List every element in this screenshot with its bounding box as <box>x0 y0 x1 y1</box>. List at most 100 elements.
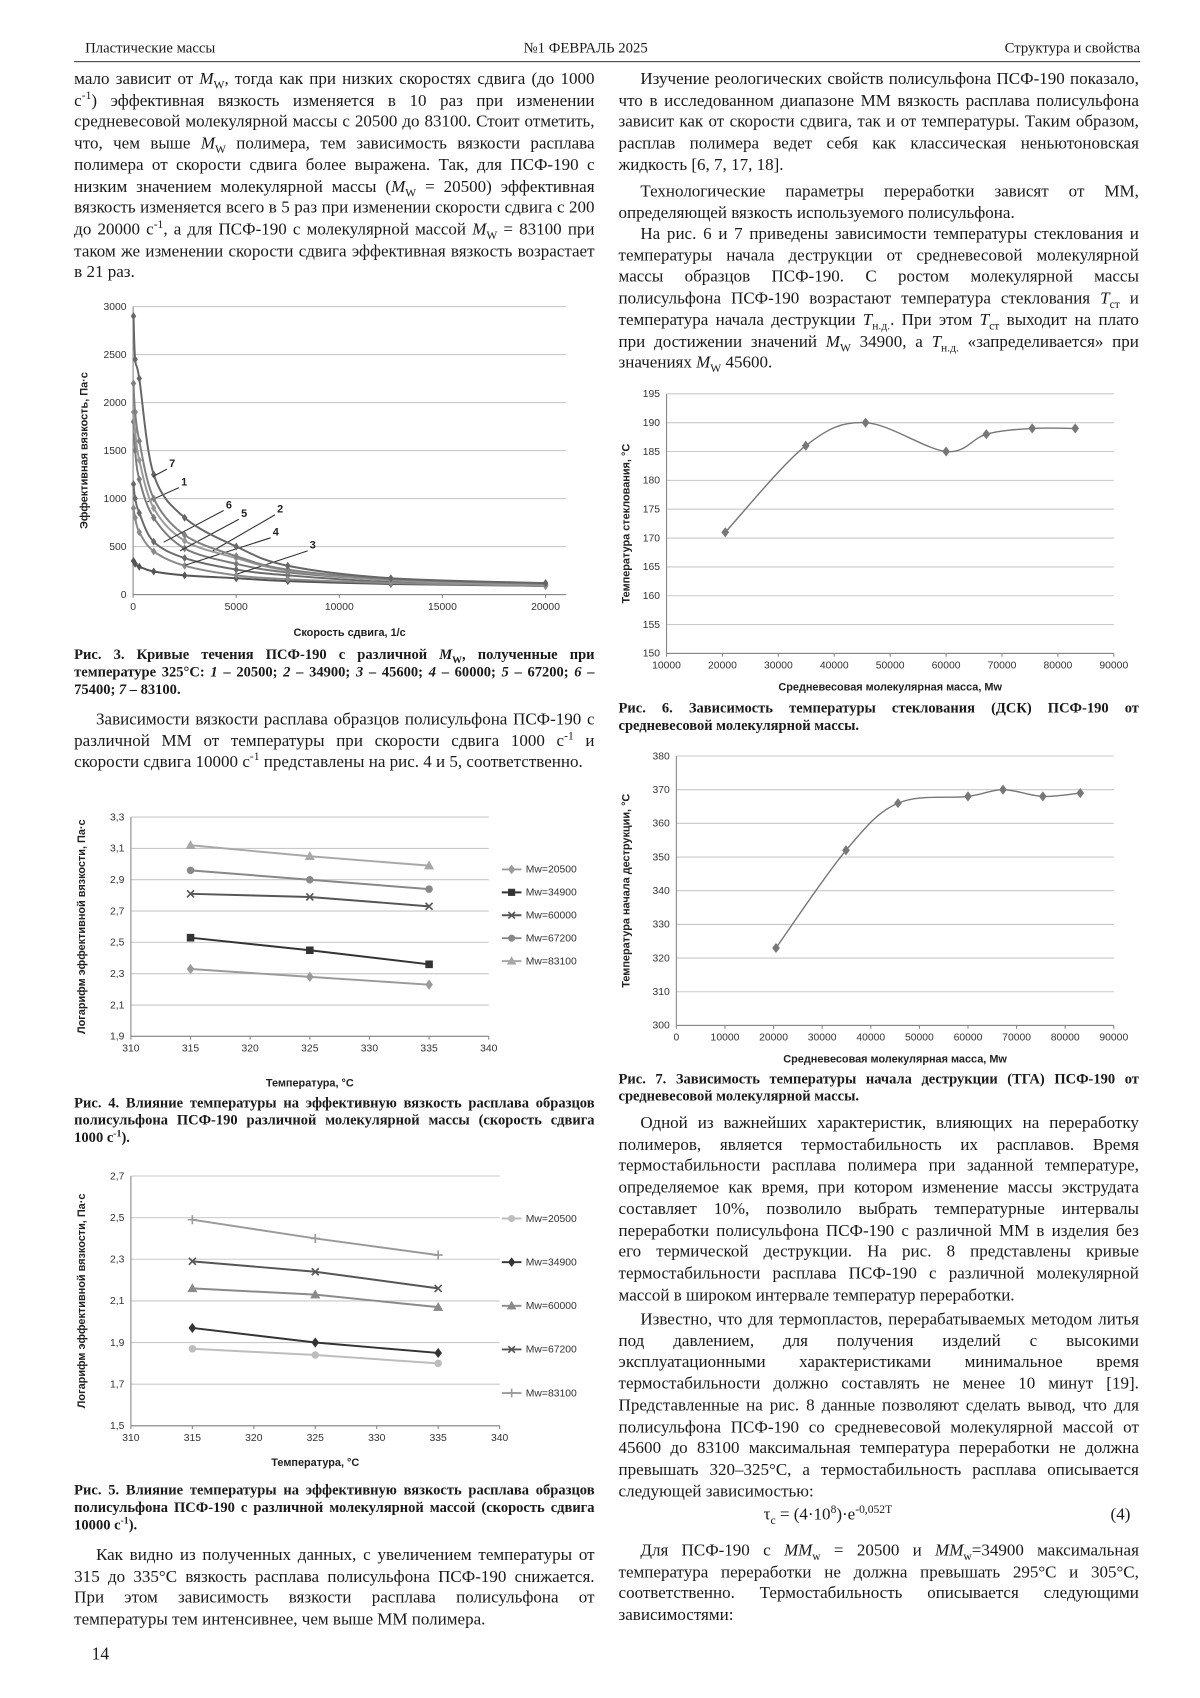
x-axis-title: Средневесовая молекулярная масса, Mw <box>778 682 1002 694</box>
curve-label: 4 <box>273 527 279 539</box>
x-tick-label: 30000 <box>808 1033 837 1044</box>
curve-label: 5 <box>241 508 247 520</box>
x-tick-label: 10000 <box>652 661 681 672</box>
data-point <box>188 1215 197 1224</box>
y-tick-label: 1,7 <box>110 1379 125 1390</box>
y-tick-label: 170 <box>643 533 661 544</box>
data-point <box>187 964 194 973</box>
y-tick-label: 2,7 <box>110 1171 125 1182</box>
data-point <box>137 375 142 382</box>
x-tick-label: 50000 <box>876 661 905 672</box>
x-tick-label: 340 <box>491 1433 509 1444</box>
x-tick-label: 70000 <box>988 661 1017 672</box>
y-tick-label: 370 <box>653 785 671 796</box>
y-tick-label: 3000 <box>103 302 126 313</box>
x-tick-label: 90000 <box>1099 661 1128 672</box>
y-tick-label: 310 <box>653 987 671 998</box>
data-point <box>426 980 433 989</box>
legend-label: Mw=60000 <box>526 1301 577 1312</box>
data-line <box>192 1261 438 1288</box>
y-tick-label: 1,9 <box>110 1338 125 1349</box>
x-tick-label: 320 <box>242 1044 260 1055</box>
data-point <box>312 1352 319 1359</box>
paragraph: Изучение реологических свойств полисульф… <box>619 69 1139 176</box>
x-tick-label: 60000 <box>932 661 961 672</box>
x-tick-label: 310 <box>122 1433 140 1444</box>
data-point <box>999 785 1006 794</box>
y-tick-label: 2000 <box>103 398 126 409</box>
y-tick-label: 190 <box>643 418 661 429</box>
y-tick-label: 2,1 <box>110 1296 125 1307</box>
figure-4-chart: 1,92,12,32,52,72,93,13,33103153203253303… <box>74 805 594 1091</box>
data-point <box>895 799 902 808</box>
x-tick-label: 315 <box>182 1044 200 1055</box>
y-tick-label: 1,5 <box>110 1421 125 1432</box>
y-tick-label: 3,3 <box>110 812 125 823</box>
formula: τc = (4·108)·e-0,052T <box>764 1505 893 1525</box>
y-tick-label: 165 <box>643 562 661 573</box>
data-point <box>137 457 142 464</box>
x-tick-label: 325 <box>307 1433 325 1444</box>
data-point <box>187 934 194 941</box>
figure-caption: Рис. 6. Зависимость температуры стеклова… <box>619 699 1139 734</box>
legend-marker <box>508 1215 515 1222</box>
y-tick-label: 2,5 <box>110 1213 125 1224</box>
curve-label: 2 <box>277 504 283 516</box>
x-tick-label: 330 <box>368 1433 386 1444</box>
paragraph: Для ПСФ-190 с MMw = 20500 и MMw=34900 ма… <box>619 1540 1139 1626</box>
paragraph: Зависимости вязкости расплава образцов п… <box>74 709 594 773</box>
y-axis-title: Эффективная вязкость, Па·с <box>78 372 90 529</box>
x-tick-label: 335 <box>430 1433 448 1444</box>
data-point <box>182 555 187 562</box>
y-tick-label: 155 <box>643 620 661 631</box>
x-tick-label: 320 <box>245 1433 263 1444</box>
curve-label: 1 <box>181 476 187 488</box>
y-tick-label: 300 <box>653 1021 671 1032</box>
data-point <box>182 572 187 579</box>
x-tick-label: 50000 <box>905 1033 934 1044</box>
legend-label: Mw=34900 <box>526 1257 577 1268</box>
data-line <box>191 894 430 907</box>
data-point <box>137 437 142 444</box>
legend-label: Mw=60000 <box>526 911 577 922</box>
y-tick-label: 380 <box>653 751 671 762</box>
x-tick-label: 80000 <box>1051 1033 1080 1044</box>
header-rule <box>74 61 1140 62</box>
legend-marker <box>508 865 515 874</box>
legend-marker <box>507 1389 516 1398</box>
legend-label: Mw=34900 <box>526 888 577 899</box>
y-tick-label: 2,7 <box>110 906 125 917</box>
x-tick-label: 5000 <box>225 602 248 613</box>
figure-caption: Рис. 3. Кривые течения ПСФ-190 с различн… <box>74 646 594 699</box>
figure-3-chart: 0500100015002000250030000500010000150002… <box>76 297 596 641</box>
data-point <box>131 481 136 488</box>
data-point <box>189 1345 196 1352</box>
x-tick-label: 310 <box>122 1044 140 1055</box>
data-point <box>862 418 869 427</box>
x-tick-label: 20000 <box>708 661 737 672</box>
curve-label: 7 <box>169 458 175 470</box>
figure-caption: Рис. 4. Влияние температуры на эффективн… <box>74 1094 594 1147</box>
x-tick-label: 80000 <box>1043 661 1072 672</box>
x-tick-label: 20000 <box>759 1033 788 1044</box>
y-tick-label: 3,1 <box>110 844 125 855</box>
x-tick-label: 335 <box>420 1044 438 1055</box>
y-tick-label: 150 <box>643 649 661 660</box>
x-axis-title: Температура, °С <box>271 1457 359 1469</box>
data-line <box>134 484 546 586</box>
data-point <box>1039 792 1046 801</box>
y-axis-title: Логарифм эффективной вязкости, Па·с <box>76 1194 88 1409</box>
y-tick-label: 175 <box>643 504 661 515</box>
data-point <box>187 867 194 874</box>
x-tick-label: 0 <box>673 1033 679 1044</box>
figure-7-chart: 3003103203303403503603703800100002000030… <box>619 751 1139 1067</box>
figure-caption: Рис. 7. Зависимость температуры начала д… <box>619 1070 1139 1105</box>
x-tick-label: 90000 <box>1099 1033 1128 1044</box>
data-point <box>312 1338 319 1347</box>
data-point <box>311 1234 320 1243</box>
y-axis-title: Температура стеклования, °С <box>620 444 632 604</box>
data-point <box>426 961 433 968</box>
data-point <box>131 505 136 512</box>
data-point <box>306 876 313 883</box>
y-tick-label: 1500 <box>103 446 126 457</box>
